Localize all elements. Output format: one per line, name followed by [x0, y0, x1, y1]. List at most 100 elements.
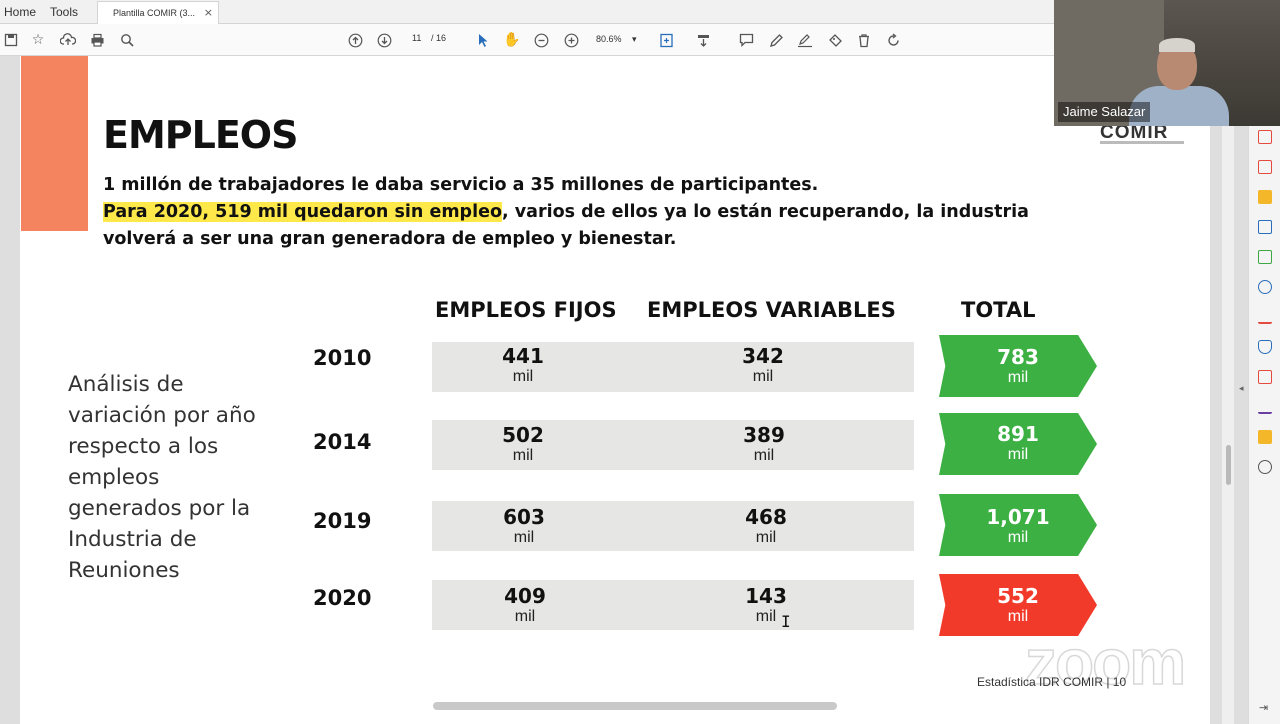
table-row: 603 mil 468 mil: [432, 501, 914, 551]
unit-label: mil: [513, 529, 535, 546]
unit-label: mil: [752, 368, 774, 385]
total-badge: 552 mil: [939, 574, 1097, 636]
table-row: 409 mil 143 mil: [432, 580, 914, 630]
cursor-icon[interactable]: [472, 29, 494, 51]
column-header-total: TOTAL: [961, 298, 1036, 322]
zoom-level-select[interactable]: 80.6% ▾: [592, 32, 644, 48]
comir-logo: COMIR: [1100, 122, 1169, 143]
compress-icon[interactable]: [1258, 370, 1272, 384]
total-text: 1,071 mil: [939, 506, 1097, 548]
star-icon[interactable]: ☆: [31, 32, 45, 48]
zoom-in-icon[interactable]: [560, 29, 582, 51]
year-label: 2019: [313, 509, 372, 533]
variables-value: 468: [745, 505, 787, 529]
scan-icon[interactable]: [1258, 280, 1272, 294]
fijos-value: 409: [504, 584, 546, 608]
edit-icon[interactable]: [1258, 400, 1272, 414]
menu-home[interactable]: Home: [4, 5, 37, 19]
create-pdf-icon[interactable]: [1258, 160, 1272, 174]
intro-line-1: 1 millón de trabajadores le daba servici…: [103, 175, 819, 195]
more-tools-icon[interactable]: [1258, 460, 1272, 474]
collapse-panel-icon[interactable]: ◂: [1239, 384, 1244, 394]
unit-label: mil: [1007, 369, 1029, 386]
unit-label: mil: [514, 608, 536, 625]
expand-panel-icon[interactable]: ⇥: [1259, 701, 1269, 714]
total-text: 783 mil: [939, 346, 1097, 388]
total-value: 783: [997, 345, 1039, 369]
unit-label: mil: [755, 529, 777, 546]
fit-page-icon[interactable]: [655, 29, 677, 51]
close-icon[interactable]: ×: [203, 6, 213, 19]
variables-cell: 143 mil: [711, 585, 821, 627]
highlighted-text: Para 2020, 519 mil quedaron sin empleo: [103, 202, 502, 222]
table-row: 502 mil 389 mil: [432, 420, 914, 470]
fill-sign-icon[interactable]: [1258, 310, 1272, 324]
pen-icon[interactable]: [765, 29, 787, 51]
fijos-cell: 502 mil: [468, 424, 578, 466]
search-icon[interactable]: [116, 29, 138, 51]
vertical-scrollbar[interactable]: [1222, 56, 1234, 724]
year-label: 2014: [313, 430, 372, 454]
year-label: 2010: [313, 346, 372, 370]
upload-icon[interactable]: [57, 29, 79, 51]
webcam-video: Jaime Salazar: [1054, 0, 1280, 126]
sign-icon[interactable]: [794, 29, 816, 51]
slide-footer: Estadística IDR COMIR | 10: [977, 675, 1127, 689]
participant-body: [1129, 86, 1229, 126]
page-total: / 16: [431, 33, 447, 43]
total-badge: 783 mil: [939, 335, 1097, 397]
document-tab-label: Plantilla COMIR (3...: [113, 8, 196, 18]
unit-label: mil: [1007, 608, 1029, 625]
unit-label: mil: [753, 447, 775, 464]
column-header-fijos: EMPLEOS FIJOS: [435, 298, 617, 322]
hand-icon[interactable]: ✋: [503, 32, 521, 48]
variables-cell: 342 mil: [708, 345, 818, 387]
horizontal-scrollbar[interactable]: [433, 702, 837, 710]
total-value: 1,071: [986, 505, 1050, 529]
variables-value: 389: [743, 423, 785, 447]
unit-label: mil: [755, 608, 777, 625]
total-badge: 1,071 mil: [939, 494, 1097, 556]
unit-label: mil: [1007, 446, 1029, 463]
up-arrow-icon[interactable]: [344, 29, 366, 51]
text-cursor-icon: I: [781, 612, 791, 631]
total-text: 891 mil: [939, 423, 1097, 465]
export-pdf-icon[interactable]: [1258, 130, 1272, 144]
scroll-mode-icon[interactable]: [692, 29, 714, 51]
document-tab[interactable]: Plantilla COMIR (3... ×: [97, 1, 219, 24]
column-header-variables: EMPLEOS VARIABLES: [647, 298, 896, 322]
chevron-down-icon: ▾: [632, 34, 637, 44]
comment-icon[interactable]: [735, 29, 757, 51]
slide-title: EMPLEOS: [103, 113, 298, 157]
fijos-cell: 409 mil: [470, 585, 580, 627]
variables-cell: 389 mil: [709, 424, 819, 466]
variables-cell: 468 mil: [711, 506, 821, 548]
menu-tools[interactable]: Tools: [50, 5, 79, 19]
page-number-input[interactable]: 11: [412, 33, 422, 43]
year-label: 2020: [313, 586, 372, 610]
zoom-level-value: 80.6%: [596, 34, 622, 44]
stamp-icon[interactable]: [824, 29, 846, 51]
scrollbar-thumb[interactable]: [1226, 445, 1231, 485]
variables-value: 143: [745, 584, 787, 608]
protect-icon[interactable]: [1258, 340, 1272, 354]
delete-icon[interactable]: [853, 29, 875, 51]
logo-subtitle-line: [1100, 141, 1184, 144]
comment-tool-icon[interactable]: [1258, 190, 1272, 204]
combine-icon[interactable]: [1258, 220, 1272, 234]
print-icon[interactable]: [86, 29, 108, 51]
organize-icon[interactable]: [1258, 250, 1272, 264]
participant-name: Jaime Salazar: [1058, 102, 1151, 122]
rotate-icon[interactable]: [882, 29, 904, 51]
fijos-cell: 441 mil: [468, 345, 578, 387]
send-icon[interactable]: [1258, 430, 1272, 444]
accent-bar: [21, 56, 88, 231]
unit-label: mil: [512, 368, 534, 385]
intro-line-2: Para 2020, 519 mil quedaron sin empleo, …: [103, 202, 1029, 222]
down-arrow-icon[interactable]: [373, 29, 395, 51]
tools-side-panel: ⇥: [1248, 56, 1280, 724]
zoom-out-icon[interactable]: [530, 29, 552, 51]
save-icon[interactable]: [0, 29, 22, 51]
intro-line-2-rest: , varios de ellos ya lo están recuperand…: [501, 202, 1029, 222]
total-badge: 891 mil: [939, 413, 1097, 475]
